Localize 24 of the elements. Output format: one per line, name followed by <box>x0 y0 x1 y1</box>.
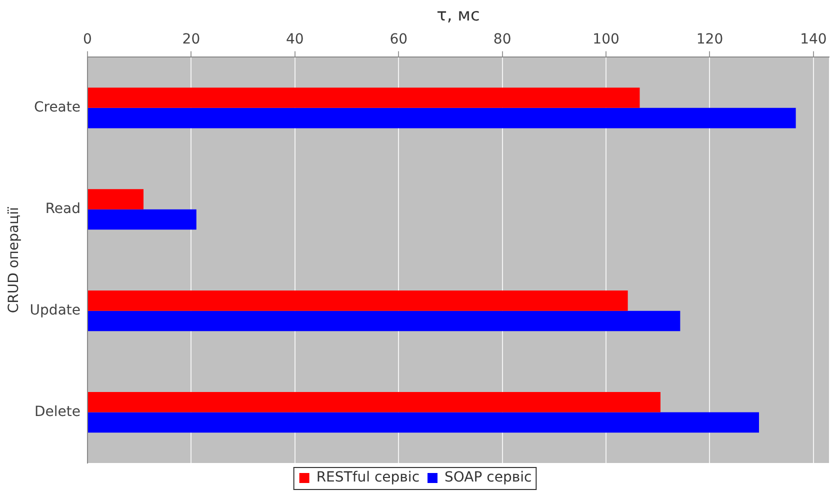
y-tick-label: Create <box>34 100 80 116</box>
x-tick-label: 60 <box>390 31 408 48</box>
bar <box>88 290 628 311</box>
bar <box>88 412 759 433</box>
x-axis-title: τ, мс <box>436 6 480 26</box>
x-tick-label: 120 <box>696 31 724 48</box>
y-tick-label: Read <box>45 201 80 218</box>
x-tick-label: 80 <box>493 31 512 48</box>
x-tick-label: 140 <box>800 31 827 48</box>
x-tick-label: 20 <box>182 31 200 48</box>
bar <box>88 189 144 210</box>
y-tick-label: Update <box>30 302 80 318</box>
y-tick-label: Delete <box>34 404 80 420</box>
bar <box>88 88 640 108</box>
bar <box>88 392 660 412</box>
bar <box>88 310 680 332</box>
x-tick-label: 0 <box>83 31 92 48</box>
bar <box>88 108 796 128</box>
x-tick-label: 40 <box>286 31 304 48</box>
legend-label: SOAP сервіс <box>444 470 532 486</box>
bar <box>88 209 196 230</box>
legend-label: RESTful сервіс <box>316 470 420 486</box>
y-axis-title: CRUD операції <box>6 206 22 314</box>
x-tick-label: 100 <box>592 31 620 48</box>
